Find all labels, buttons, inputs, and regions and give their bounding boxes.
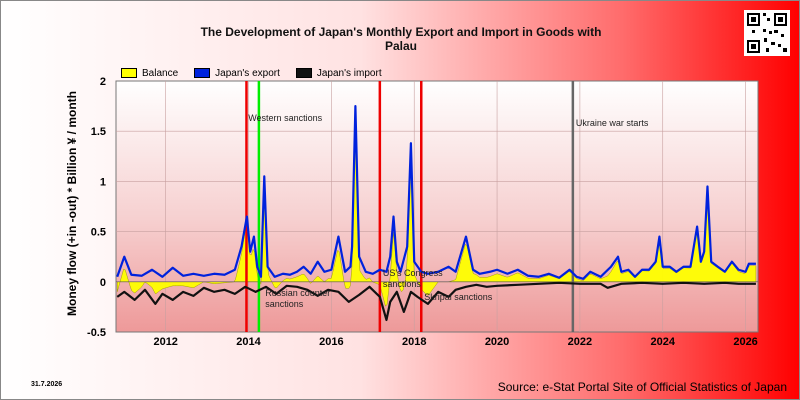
y-tick-label: 0 xyxy=(100,277,106,289)
event-label: US's Congress sanctions xyxy=(383,268,443,289)
y-tick-label: 1.5 xyxy=(91,126,106,138)
footer-date: 31.7.2026 xyxy=(31,381,63,388)
grid-layer xyxy=(116,81,758,332)
series-layer xyxy=(116,104,756,322)
legend-swatch-export xyxy=(194,68,211,78)
y-tick-label: 2 xyxy=(100,76,106,88)
footer-source: Source: e-Stat Portal Site of Official S… xyxy=(497,380,787,394)
legend-swatch-import xyxy=(295,68,312,78)
x-tick-label: 2020 xyxy=(485,336,509,348)
qr-code-icon xyxy=(744,10,790,56)
x-tick-label: 2024 xyxy=(650,336,675,348)
export-series-line xyxy=(116,104,756,280)
chart-legend: Balance Japan's export Japan's import xyxy=(121,65,398,81)
legend-label-balance: Balance xyxy=(142,67,179,79)
legend-label-export: Japan's export xyxy=(215,67,280,79)
chart-title-line-2: Palau xyxy=(384,39,417,53)
legend-swatch-balance xyxy=(121,68,137,78)
axis-layer: -0.5 0 0.5 1 1.5 2 2012 2014 2016 2018 2020 2022 202… xyxy=(87,76,758,348)
import-series-line xyxy=(116,281,756,322)
legend-item-import: Japan's import xyxy=(295,67,382,79)
y-tick-label: 1 xyxy=(100,176,106,188)
x-tick-label: 2012 xyxy=(153,336,177,348)
legend-label-import: Japan's import xyxy=(316,67,382,79)
x-tick-label: 2026 xyxy=(733,336,757,348)
x-tick-label: 2022 xyxy=(568,336,592,348)
chart-title-line-1: The Development of Japan's Monthly Expor… xyxy=(200,25,602,39)
legend-item-balance: Balance xyxy=(121,68,178,79)
y-tick-label: -0.5 xyxy=(87,327,106,339)
x-tick-label: 2016 xyxy=(319,336,343,348)
label-layer: Western sanctions US's Congress sanctions S… xyxy=(248,113,649,309)
event-label: Skripal sanctions xyxy=(424,292,493,302)
annotation-label: Russian counter sanctions xyxy=(265,288,330,309)
x-tick-label: 2018 xyxy=(402,336,426,348)
x-tick-label: 2014 xyxy=(236,336,261,348)
legend-item-export: Japan's export xyxy=(194,68,280,79)
y-tick-label: 0.5 xyxy=(91,227,106,239)
event-label: Ukraine war starts xyxy=(576,118,649,128)
event-label: Western sanctions xyxy=(248,113,322,123)
